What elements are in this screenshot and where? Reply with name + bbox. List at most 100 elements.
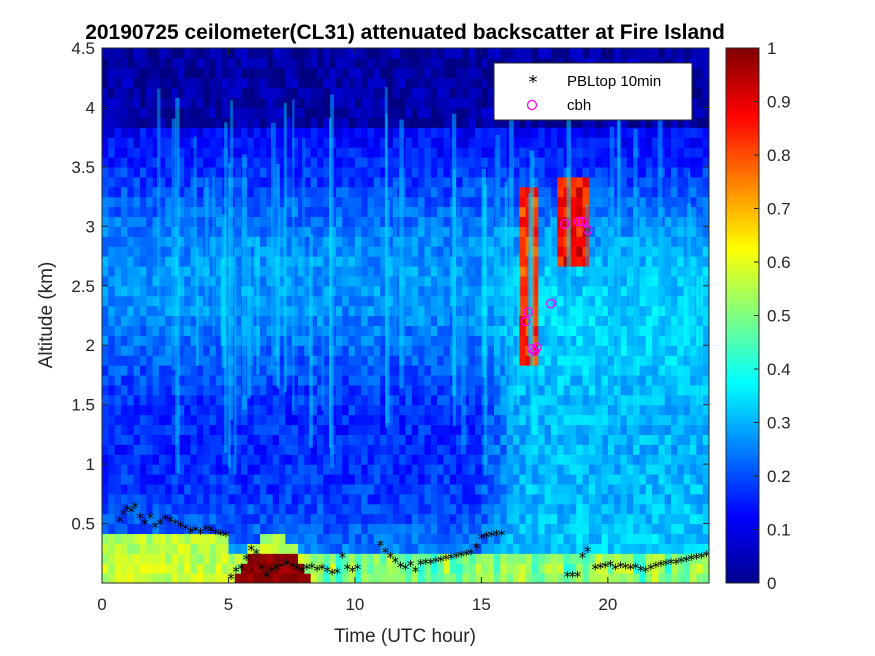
heatmap-cell xyxy=(152,147,160,158)
heatmap-cell xyxy=(500,513,508,525)
heatmap-cell xyxy=(215,503,223,515)
heatmap-cell xyxy=(196,196,204,208)
heatmap-cell xyxy=(310,156,318,168)
heatmap-cell xyxy=(196,295,204,307)
heatmap-cell xyxy=(171,533,179,544)
heatmap-cell xyxy=(373,384,381,396)
heatmap-cell xyxy=(260,186,267,198)
heatmap-cell xyxy=(203,404,211,416)
heatmap-cell xyxy=(557,394,565,406)
heatmap-cell xyxy=(437,335,445,346)
heatmap-cell xyxy=(114,454,122,465)
heatmap-cell xyxy=(500,315,508,327)
heatmap-cell xyxy=(316,384,324,396)
heatmap-cell xyxy=(171,57,179,69)
heatmap-cell xyxy=(120,127,128,138)
heatmap-cell xyxy=(462,67,470,79)
heatmap-cell xyxy=(335,236,343,247)
heatmap-cell xyxy=(304,295,312,307)
heatmap-cell xyxy=(146,355,154,366)
heatmap-cell xyxy=(329,474,337,485)
heatmap-cell xyxy=(190,474,198,485)
heatmap-cell xyxy=(380,246,388,257)
heatmap-cell xyxy=(367,137,375,148)
heatmap-cell xyxy=(310,246,318,257)
heatmap-cell xyxy=(329,384,337,396)
heatmap-cell xyxy=(601,543,609,554)
heatmap-cell xyxy=(424,503,432,515)
heatmap-cell xyxy=(386,414,394,426)
heatmap-cell xyxy=(133,216,141,227)
heatmap-cell xyxy=(108,553,116,564)
heatmap-cell xyxy=(588,147,596,158)
heatmap-cell xyxy=(171,226,179,237)
heatmap-cell xyxy=(272,454,280,465)
heatmap-cell xyxy=(108,147,116,158)
heatmap-cell xyxy=(108,87,116,99)
heatmap-cell xyxy=(354,275,362,287)
heatmap-cell xyxy=(411,533,419,544)
heatmap-cell xyxy=(127,156,135,168)
heatmap-cell xyxy=(677,483,685,495)
heatmap-cell xyxy=(582,365,590,376)
heatmap-cell xyxy=(494,246,501,257)
heatmap-cell xyxy=(253,285,261,297)
heatmap-cell xyxy=(557,206,565,218)
heatmap-cell xyxy=(184,404,192,416)
heatmap-cell xyxy=(671,483,678,495)
heatmap-cell xyxy=(607,256,615,267)
heatmap-cell xyxy=(102,493,109,505)
heatmap-cell xyxy=(475,176,482,188)
heatmap-cell xyxy=(291,295,299,307)
heatmap-cell xyxy=(279,503,286,515)
heatmap-cell xyxy=(120,256,128,267)
heatmap-cell xyxy=(576,285,584,297)
heatmap-cell xyxy=(335,503,343,515)
heatmap-cell xyxy=(424,216,432,227)
heatmap-cell xyxy=(380,414,388,426)
heatmap-cell xyxy=(184,196,192,208)
heatmap-cell xyxy=(494,117,501,128)
heatmap-cell xyxy=(102,295,109,307)
heatmap-cell xyxy=(380,87,388,99)
heatmap-cell xyxy=(342,335,350,346)
heatmap-cell xyxy=(171,543,179,554)
heatmap-cell xyxy=(354,444,362,455)
heatmap-cell xyxy=(626,196,634,208)
heatmap-cell xyxy=(664,404,672,416)
heatmap-cell xyxy=(203,87,211,99)
heatmap-cell xyxy=(582,335,590,346)
heatmap-cell xyxy=(367,117,375,128)
heatmap-cell xyxy=(354,186,362,198)
heatmap-cell xyxy=(626,563,634,574)
heatmap-cell xyxy=(411,305,419,317)
heatmap-cell xyxy=(247,57,255,69)
heatmap-cell xyxy=(120,166,128,178)
heatmap-cell xyxy=(633,127,641,138)
heatmap-cell xyxy=(228,67,236,79)
heatmap-cell xyxy=(247,236,255,247)
heatmap-cell xyxy=(354,137,362,148)
heatmap-cell xyxy=(475,563,482,574)
heatmap-cell xyxy=(291,553,299,564)
heatmap-cell xyxy=(500,275,508,287)
heatmap-cell xyxy=(139,295,147,307)
heatmap-cell xyxy=(576,196,584,208)
heatmap-cell xyxy=(203,97,211,109)
heatmap-cell xyxy=(569,483,577,495)
heatmap-cell xyxy=(133,57,141,69)
heatmap-cell xyxy=(190,107,198,118)
heatmap-cell xyxy=(595,493,603,505)
heatmap-cell xyxy=(601,355,609,366)
heatmap-cell xyxy=(298,156,305,168)
heatmap-cell xyxy=(146,77,154,89)
heatmap-cell xyxy=(272,464,280,475)
heatmap-cell xyxy=(380,107,388,118)
heatmap-cell xyxy=(437,434,445,445)
heatmap-cell xyxy=(190,77,198,89)
heatmap-cell xyxy=(443,355,451,366)
heatmap-cell xyxy=(411,563,419,574)
heatmap-cell xyxy=(462,533,470,544)
heatmap-cell xyxy=(342,384,350,396)
heatmap-cell xyxy=(443,256,451,267)
